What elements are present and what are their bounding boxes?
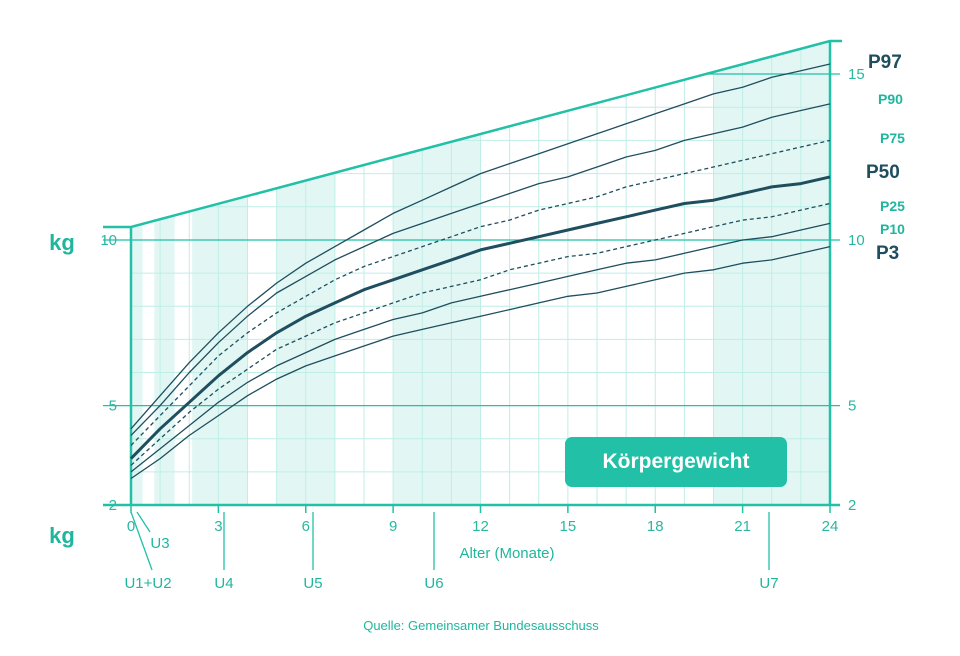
- curve-p97: [130, 63, 831, 430]
- label-p25: P25: [880, 198, 905, 214]
- label-p3: P3: [876, 243, 899, 264]
- source-text: Quelle: Gemeinsamer Bundesausschuss: [363, 618, 599, 633]
- y-axis-unit-bottom: kg: [49, 523, 75, 548]
- checkup-leader-0: [130, 511, 153, 571]
- checkup-label-0: U1+U2: [124, 575, 171, 592]
- grid-lines: [103, 48, 840, 505]
- checkup-labels: U1+U2 U3 U4 U5 U6 U7: [124, 511, 779, 592]
- curve-p3: [130, 245, 831, 480]
- y-tick-right-10: 10: [848, 232, 865, 249]
- x-tick-24: 24: [822, 518, 839, 535]
- x-axis-label: Alter (Monate): [459, 545, 554, 562]
- x-tick-12: 12: [472, 518, 489, 535]
- curve-p25: [130, 202, 831, 466]
- y-tick-left-5: 5: [109, 398, 117, 415]
- y-tick-left-10: 10: [100, 232, 117, 249]
- label-p75: P75: [880, 130, 905, 146]
- y-tick-left-2: 2: [109, 497, 117, 514]
- axis-ticks: 0 3 6 9 12 15 18 21 24 2 5 10 2 5 10 15: [100, 66, 864, 535]
- x-tick-6: 6: [302, 518, 310, 535]
- curve-p50: [129, 175, 831, 460]
- checkup-label-4: U6: [424, 575, 443, 592]
- y-axis-unit-top: kg: [49, 230, 75, 255]
- x-tick-3: 3: [214, 518, 222, 535]
- checkup-band-1: [154, 215, 175, 505]
- checkup-band-4: [393, 134, 481, 505]
- curve-p75: [130, 139, 831, 446]
- label-p90: P90: [878, 91, 903, 107]
- x-tick-0: 0: [127, 518, 135, 535]
- x-tick-15: 15: [560, 518, 577, 535]
- checkup-label-1: U3: [150, 535, 169, 552]
- label-p10: P10: [880, 221, 905, 237]
- curve-p90: [130, 103, 831, 436]
- checkup-label-2: U4: [214, 575, 233, 592]
- checkup-label-5: U7: [759, 575, 778, 592]
- y-tick-right-15: 15: [848, 66, 865, 83]
- x-tick-9: 9: [389, 518, 397, 535]
- label-p97: P97: [868, 52, 902, 73]
- y-tick-right-2: 2: [848, 497, 856, 514]
- checkup-leader-1: [136, 511, 151, 533]
- chart-title-badge: Körpergewicht: [565, 437, 787, 487]
- chart-frame: [103, 39, 842, 507]
- percentile-curves: [129, 63, 831, 480]
- curve-p10: [130, 222, 831, 473]
- x-tick-21: 21: [734, 518, 751, 535]
- percentile-labels: P97 P90 P75 P50 P25 P10 P3: [866, 52, 905, 264]
- checkup-label-3: U5: [303, 575, 322, 592]
- y-tick-right-5: 5: [848, 398, 856, 415]
- label-p50: P50: [866, 162, 900, 183]
- x-tick-18: 18: [647, 518, 664, 535]
- checkup-band-0: [131, 223, 143, 505]
